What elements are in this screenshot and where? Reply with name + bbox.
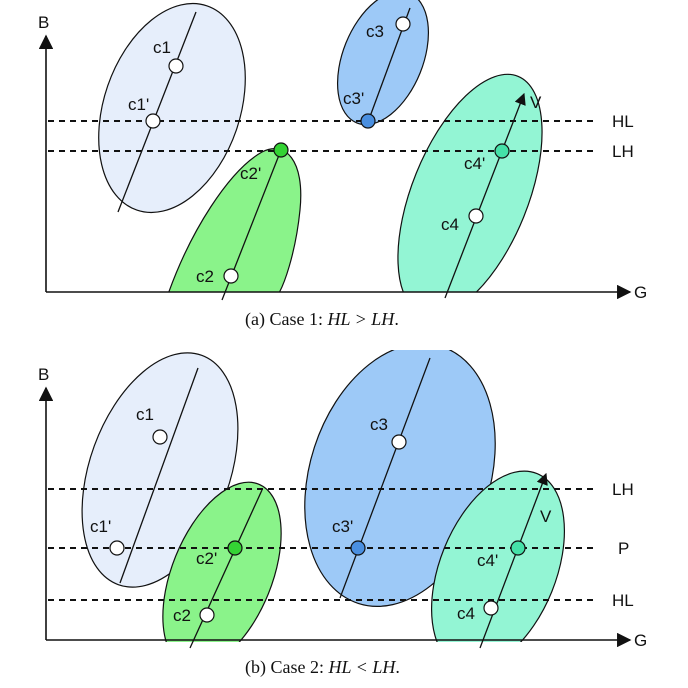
label-c1-prime: c1' [128,95,149,114]
panel-b-clusters [81,350,566,642]
label-c2-prime-b: c2' [196,549,217,568]
panel-a-hl-label: HL [612,112,634,131]
point-c3-b [391,434,407,450]
label-c3-prime-b: c3' [332,517,353,536]
label-c3: c3 [366,22,384,41]
cluster-1-spine-b [119,367,199,584]
point-c3-prime [360,113,376,129]
cluster-1-spine [117,11,197,213]
panel-a-caption-prefix: (a) Case 1: [245,309,327,330]
point-c4-prime-b [510,540,526,556]
label-c4: c4 [441,215,459,234]
panel-b-x-axis-label: G [634,631,647,650]
point-c4 [468,208,484,224]
panel-a-caption-math: HL > LH [326,309,395,329]
cluster-1-ellipse [98,2,246,214]
label-c3-b: c3 [370,415,388,434]
point-c2-b [199,607,215,623]
panel-a-y-axis-label: B [38,13,49,32]
label-c2: c2 [196,267,214,286]
label-c1: c1 [153,38,171,57]
label-c4-prime: c4' [464,154,485,173]
panel-b-p-label: P [618,539,629,558]
point-c1-prime-b [109,540,125,556]
point-c2-prime [273,142,289,158]
panel-a-clusters [98,0,543,292]
panel-b-hl-label: HL [612,591,634,610]
panel-b-caption-suffix: . [395,657,400,677]
panel-b-caption: (b) Case 2: HL < LH. [245,657,400,678]
panel-b-caption-math: HL < LH [327,657,396,677]
panel-b-lh-label: LH [612,480,634,499]
cluster-4-spine-b [479,472,548,649]
point-c4-prime [494,143,510,159]
point-c3 [395,16,411,32]
cluster-2-ellipse-b [162,481,282,642]
point-c1-b [152,429,168,445]
point-c1-prime [145,113,161,129]
panel-a-lh-label: LH [612,142,634,161]
label-c4-b: c4 [457,604,475,623]
panel-a-caption: (a) Case 1: HL > LH. [245,309,399,330]
point-c1 [168,58,184,74]
label-c2-prime: c2' [240,164,261,183]
panel-b-caption-prefix: (b) Case 2: [245,657,328,678]
panel-a-vector-label: V [530,93,542,112]
cluster-2-spine-b [189,489,263,649]
label-c4-prime-b: c4' [477,551,498,570]
cluster-3-spine-b [339,357,431,599]
panel-a-caption-suffix: . [394,309,399,329]
cluster-4-spine [444,92,526,299]
panel-b-vector-label: V [540,507,552,526]
point-c4-b [483,600,499,616]
panel-a-x-axis-label: G [634,283,647,302]
label-c2-b: c2 [173,606,191,625]
point-c3-prime-b [350,540,366,556]
panel-b: B G LH P HL V c1 c1' c3 c3' c2' c2 c4' c… [38,350,647,678]
cluster-3-ellipse [336,0,430,126]
label-c3-prime: c3' [343,89,364,108]
label-c1-prime-b: c1' [90,517,111,536]
panel-a: B G HL LH V c1 c1' c3 c3' c2' c2 c4' c4 … [38,0,647,330]
panel-b-y-axis-label: B [38,365,49,384]
cluster-4-ellipse [397,73,543,292]
point-c2 [223,268,239,284]
label-c1-b: c1 [136,405,154,424]
point-c2-prime-b [227,540,243,556]
